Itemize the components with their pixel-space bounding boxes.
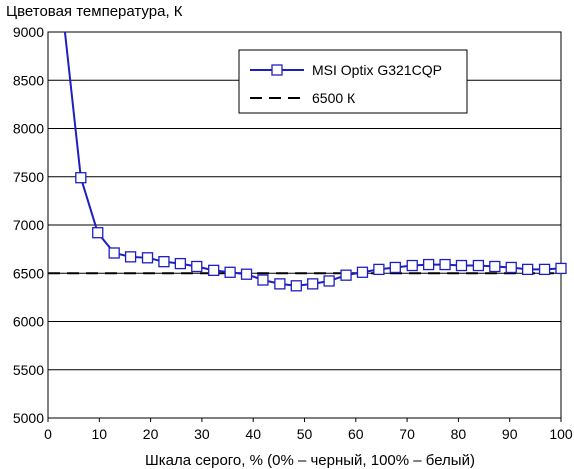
y-tick-label: 7000: [13, 217, 44, 233]
series-msi-point: [356, 266, 369, 278]
series-msi-point: [290, 280, 302, 292]
series-msi-point: [455, 259, 468, 272]
series-msi-point: [274, 278, 286, 290]
series-msi-point: [422, 258, 435, 271]
series-msi-point: [75, 172, 87, 184]
y-tick-label: 7500: [13, 169, 44, 185]
x-tick-label: 0: [44, 426, 52, 442]
x-tick-label: 60: [348, 426, 364, 442]
series-msi-point: [505, 261, 517, 274]
series-msi-point: [373, 263, 385, 276]
series-msi-point: [323, 275, 335, 287]
series-msi-point: [174, 257, 187, 270]
y-tick-label: 5500: [13, 362, 44, 378]
series-msi-point: [555, 262, 567, 275]
x-tick-label: 40: [245, 426, 261, 442]
series-msi-point: [158, 256, 170, 268]
y-tick-labels: 5000 5500 6000 6500 7000 7500 8000 8500 9000: [13, 24, 44, 426]
series-msi-point: [439, 258, 451, 271]
y-tick-label: 8500: [13, 72, 44, 88]
x-tick-labels: 0 10 20 30 40 50 60 70 80 90 100: [44, 418, 573, 442]
y-tick-label: 6000: [13, 314, 44, 330]
series-msi-point: [406, 259, 418, 272]
series-msi-point: [307, 278, 319, 290]
series-msi-point: [240, 268, 253, 280]
series-msi-point: [472, 259, 485, 272]
legend-box: [238, 49, 468, 114]
x-tick-label: 10: [92, 426, 108, 442]
series-msi-point: [124, 251, 137, 263]
y-tick-label: 8000: [13, 121, 44, 137]
x-tick-label: 70: [399, 426, 415, 442]
series-msi-point: [389, 261, 401, 274]
series-msi-point: [108, 247, 120, 259]
legend-label-6500: 6500 К: [312, 90, 356, 106]
x-tick-label: 20: [143, 426, 159, 442]
series-layer: [48, 32, 567, 292]
series-msi-point: [141, 252, 154, 264]
y-axis-label: Цветовая температура, К: [6, 3, 183, 20]
y-tick-label: 9000: [13, 24, 44, 40]
legend-swatch-msi-marker: [271, 64, 283, 76]
y-tick-label: 6500: [13, 265, 44, 281]
series-msi-point: [224, 266, 236, 278]
series-msi-point: [257, 274, 269, 286]
y-tick-label: 5000: [13, 410, 44, 426]
x-tick-label: 80: [451, 426, 467, 442]
x-tick-label: 30: [194, 426, 210, 442]
series-msi-point: [92, 227, 104, 239]
series-msi-point: [489, 260, 501, 273]
x-axis-label: Шкала серого, % (0% – черный, 100% – бел…: [145, 452, 475, 469]
legend-label-msi: MSI Optix G321CQP: [312, 62, 442, 78]
x-tick-label: 90: [502, 426, 518, 442]
legend: MSI Optix G321CQP 6500 К: [238, 49, 468, 114]
series-msi-point: [538, 263, 551, 276]
series-msi-point: [522, 263, 534, 276]
series-msi-point: [208, 264, 220, 277]
series-msi-point: [340, 269, 352, 281]
x-tick-label: 100: [549, 426, 573, 442]
series-msi-point: [191, 260, 203, 273]
x-tick-label: 50: [297, 426, 313, 442]
